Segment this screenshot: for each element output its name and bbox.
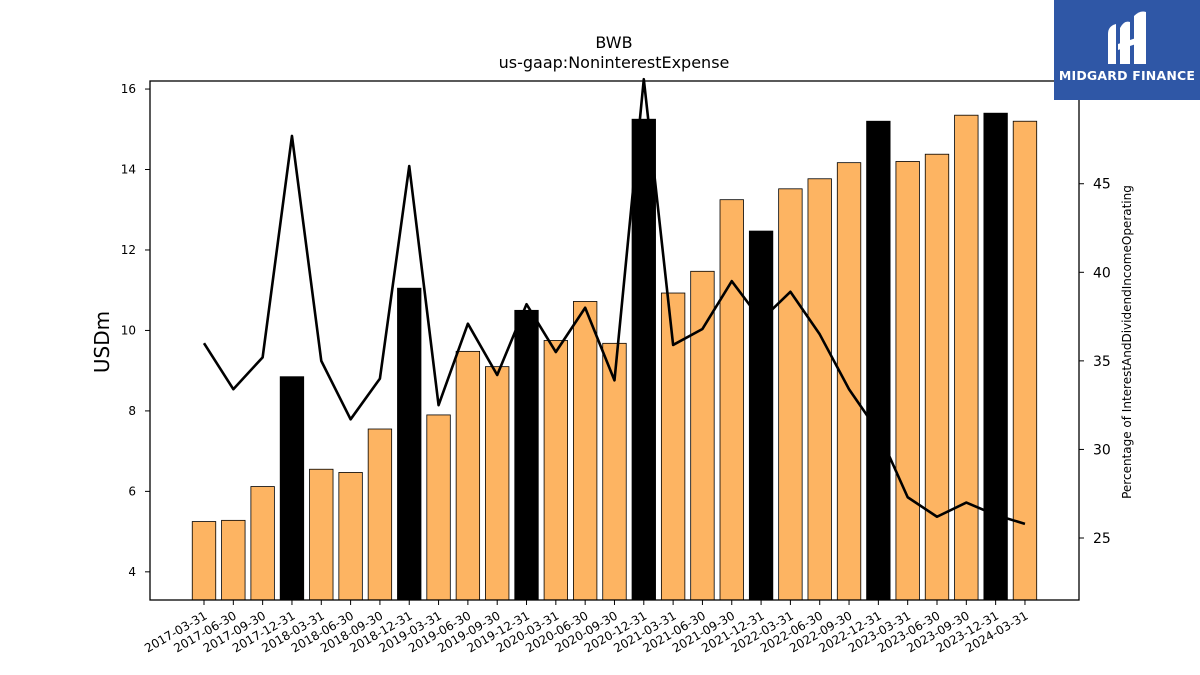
bar-series (191, 112, 1038, 601)
y-tick-label: 8 (128, 404, 136, 418)
bar-2021-09-30 (719, 199, 744, 601)
bar-2021-12-31 (748, 230, 774, 601)
chart-title: BWB (595, 33, 632, 52)
bar-2022-09-30 (836, 162, 862, 601)
bar-2017-03-31 (191, 521, 217, 601)
midgard-finance-logo: MIDGARD FINANCE (1054, 0, 1200, 100)
y-axis-right: 253035404550 (1079, 88, 1111, 547)
y-tick-label-right: 45 (1093, 177, 1111, 193)
bar-2023-12-31 (983, 112, 1008, 601)
y-tick-label: 10 (121, 323, 136, 337)
bar-2017-09-30 (250, 486, 275, 601)
y-tick-label: 6 (128, 484, 136, 498)
y-tick-label-right: 25 (1093, 531, 1111, 547)
y-tick-label-right: 30 (1093, 442, 1111, 458)
bar-2019-09-30 (485, 366, 510, 601)
bar-2018-06-30 (338, 472, 363, 601)
bar-2023-06-30 (924, 153, 950, 601)
y-tick-label-right: 40 (1093, 265, 1111, 281)
bar-2019-03-31 (426, 414, 451, 601)
y-axis-left: 4 6 8 10 12 14 16 (121, 82, 150, 579)
bar-2024-03-31 (1012, 120, 1038, 601)
bar-2018-12-31 (397, 287, 422, 601)
y-tick-label: 14 (121, 163, 136, 177)
bar-2023-09-30 (954, 114, 979, 601)
y-tick-label: 12 (121, 243, 136, 257)
bar-2020-09-30 (602, 342, 627, 601)
y-tick-label: 16 (121, 82, 136, 96)
midgard-m-icon (1108, 11, 1146, 65)
chart-subtitle: us-gaap:NoninterestExpense (499, 53, 730, 72)
bar-2022-06-30 (807, 178, 832, 601)
bar-2019-06-30 (455, 350, 481, 601)
bar-2017-06-30 (221, 519, 246, 601)
y-tick-label: 4 (128, 565, 136, 579)
bar-2018-03-31 (309, 468, 334, 601)
bar-2017-12-31 (279, 376, 305, 601)
y-axis-label-right: Percentage of InterestAndDividendIncomeO… (1120, 185, 1134, 499)
bar-2019-12-31 (514, 309, 539, 601)
bar-2021-06-30 (690, 270, 715, 601)
bar-2022-12-31 (866, 120, 891, 601)
line-series (202, 77, 1026, 526)
bar-2020-06-30 (573, 301, 598, 601)
bar-2022-03-31 (778, 188, 803, 601)
bar-2023-03-31 (895, 161, 920, 601)
y-tick-label-right: 35 (1093, 354, 1111, 370)
x-axis: 2017-03-312017-06-302017-09-302017-12-31… (142, 600, 1030, 655)
y-axis-label: USDm (90, 311, 114, 373)
line-path (202, 77, 1026, 526)
logo-text: MIDGARD FINANCE (1058, 68, 1196, 83)
bar-2020-12-31 (631, 118, 656, 601)
bar-2020-03-31 (543, 340, 568, 601)
bar-2018-09-30 (367, 428, 393, 601)
